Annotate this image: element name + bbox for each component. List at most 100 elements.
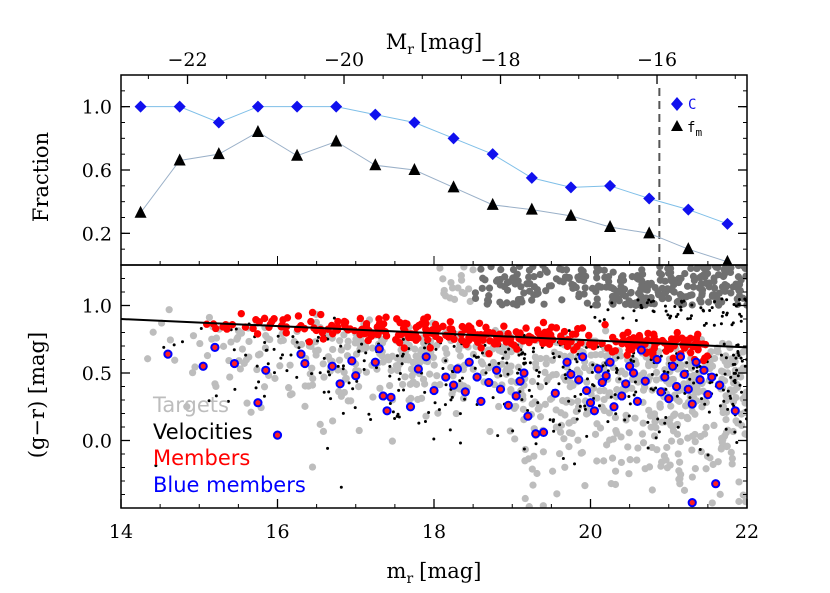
member-point bbox=[673, 328, 681, 337]
target-point bbox=[722, 428, 730, 437]
velocity-point bbox=[391, 410, 395, 414]
member-point bbox=[571, 330, 580, 338]
target-point bbox=[565, 443, 573, 451]
velocity-point bbox=[207, 399, 211, 403]
target-point bbox=[714, 271, 723, 279]
blue-member-point bbox=[691, 357, 701, 367]
y-tick-label: 0.6 bbox=[82, 160, 112, 182]
target-point bbox=[335, 356, 344, 364]
velocity-point bbox=[632, 309, 636, 313]
target-point bbox=[533, 469, 541, 478]
c-marker bbox=[721, 217, 734, 230]
target-point bbox=[587, 351, 595, 359]
member-point bbox=[686, 349, 695, 357]
velocity-point bbox=[585, 434, 589, 438]
target-point bbox=[702, 465, 710, 473]
velocity-point bbox=[676, 312, 680, 316]
velocity-point bbox=[606, 308, 610, 312]
blue-member-point bbox=[625, 361, 635, 371]
target-point bbox=[519, 405, 527, 413]
target-point bbox=[189, 332, 198, 340]
target-point bbox=[593, 295, 601, 303]
member-point bbox=[604, 344, 612, 352]
velocity-point bbox=[353, 406, 357, 410]
target-point bbox=[149, 328, 157, 336]
target-point bbox=[243, 399, 251, 407]
target-point bbox=[340, 331, 348, 339]
target-point bbox=[469, 266, 477, 274]
member-point bbox=[300, 324, 309, 333]
top-tick-label: −16 bbox=[637, 49, 677, 71]
blue-member-point bbox=[581, 385, 592, 396]
target-point bbox=[710, 421, 718, 429]
target-point bbox=[441, 345, 449, 353]
blue-member-point bbox=[296, 349, 306, 359]
target-point bbox=[686, 377, 694, 385]
member-point bbox=[237, 309, 245, 318]
velocity-point bbox=[537, 370, 541, 374]
y-tick-label: 1.0 bbox=[82, 296, 112, 318]
target-point bbox=[666, 461, 674, 469]
series-line-1 bbox=[140, 131, 728, 263]
velocity-point bbox=[657, 430, 661, 434]
target-point bbox=[319, 427, 328, 436]
velocity-point bbox=[265, 348, 269, 352]
velocity-point bbox=[476, 355, 480, 359]
blue-member-point bbox=[484, 377, 494, 388]
velocity-point bbox=[310, 372, 314, 376]
target-point bbox=[600, 457, 608, 465]
target-point bbox=[560, 435, 568, 443]
target-point bbox=[409, 358, 417, 367]
top-tick-label: −20 bbox=[324, 49, 364, 71]
target-point bbox=[188, 369, 197, 377]
member-point bbox=[400, 344, 409, 352]
member-point bbox=[552, 324, 561, 332]
blue-member-point bbox=[699, 365, 709, 375]
velocity-point bbox=[695, 369, 699, 373]
velocity-point bbox=[654, 436, 658, 440]
velocity-point bbox=[357, 349, 361, 353]
velocity-point bbox=[232, 348, 236, 352]
target-point bbox=[596, 387, 604, 395]
target-point bbox=[144, 355, 152, 363]
target-point bbox=[732, 417, 740, 425]
target-point bbox=[671, 410, 679, 418]
target-point bbox=[606, 389, 614, 397]
target-point bbox=[663, 443, 671, 452]
velocity-point bbox=[162, 345, 166, 349]
c-marker bbox=[291, 100, 304, 113]
velocity-point bbox=[423, 419, 427, 423]
target-point bbox=[645, 463, 654, 471]
legend-velocities: Velocities bbox=[153, 420, 253, 444]
velocity-point bbox=[646, 420, 650, 424]
member-point bbox=[703, 352, 711, 360]
member-point bbox=[446, 318, 455, 326]
velocity-point bbox=[326, 446, 330, 450]
blue-member-point bbox=[495, 384, 506, 394]
target-point bbox=[439, 275, 447, 283]
velocity-point bbox=[623, 418, 627, 422]
target-point bbox=[731, 374, 739, 382]
target-point bbox=[660, 452, 668, 460]
target-point bbox=[600, 266, 608, 274]
target-point bbox=[242, 356, 250, 364]
c-marker bbox=[212, 116, 225, 129]
velocity-point bbox=[743, 364, 747, 368]
blue-member-point bbox=[476, 396, 486, 406]
fraction-legend: C fm bbox=[671, 97, 702, 139]
velocity-point bbox=[737, 297, 741, 301]
target-point bbox=[648, 443, 656, 452]
velocity-point bbox=[634, 390, 638, 394]
target-point bbox=[266, 335, 274, 344]
member-point bbox=[539, 318, 548, 327]
velocity-point bbox=[432, 437, 436, 441]
target-point bbox=[534, 405, 542, 413]
velocity-point bbox=[367, 412, 371, 416]
target-point bbox=[344, 343, 352, 351]
target-point bbox=[619, 272, 627, 280]
velocity-point bbox=[689, 314, 693, 318]
target-point bbox=[694, 388, 702, 396]
velocity-point bbox=[634, 318, 638, 322]
target-point bbox=[556, 277, 564, 285]
velocity-point bbox=[704, 321, 708, 325]
